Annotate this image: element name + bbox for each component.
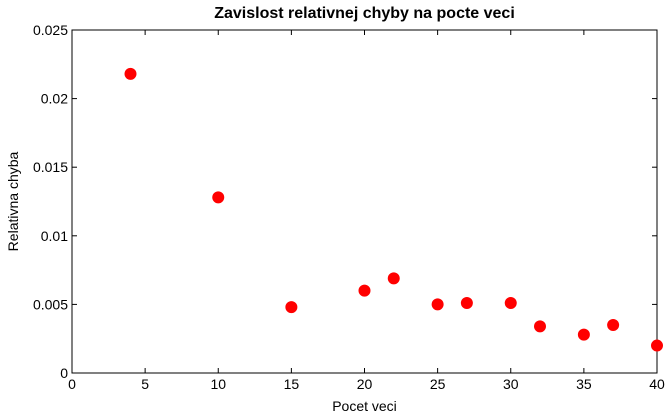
y-tick-label: 0.02 bbox=[41, 91, 68, 107]
x-tick-label: 35 bbox=[576, 376, 592, 392]
data-points bbox=[124, 67, 663, 352]
x-axis-title: Pocet veci bbox=[332, 398, 397, 414]
data-point bbox=[431, 298, 444, 311]
x-tick-label: 10 bbox=[210, 376, 226, 392]
y-axis-title: Relativna chyba bbox=[5, 151, 21, 251]
data-point bbox=[577, 328, 590, 341]
x-tick-label: 5 bbox=[141, 376, 149, 392]
data-point bbox=[124, 67, 137, 80]
data-point bbox=[285, 301, 298, 314]
data-point bbox=[387, 272, 400, 285]
plot-frame bbox=[71, 29, 658, 374]
data-point bbox=[460, 297, 473, 310]
data-point bbox=[651, 339, 663, 352]
y-tick-label: 0.005 bbox=[33, 296, 68, 312]
data-point bbox=[534, 320, 546, 333]
plot-background bbox=[72, 30, 657, 373]
y-tick-label: 0.01 bbox=[41, 228, 68, 244]
x-tick-label: 0 bbox=[68, 376, 76, 392]
chart-title: Zavislost relativnej chyby na pocte veci bbox=[214, 5, 515, 22]
x-tick-label: 20 bbox=[357, 376, 373, 392]
data-point bbox=[607, 318, 620, 331]
x-tick-label: 40 bbox=[649, 376, 665, 392]
data-point bbox=[212, 191, 225, 204]
ticks: 0 5 10 15 20 25 30 35 40 0 0.005 0.01 0.015 0.02 0.025 bbox=[33, 22, 665, 392]
y-tick-label: 0.025 bbox=[33, 22, 68, 38]
x-tick-label: 15 bbox=[284, 376, 300, 392]
y-tick-label: 0 bbox=[60, 365, 68, 381]
y-tick-label: 0.015 bbox=[33, 159, 68, 175]
data-point bbox=[358, 284, 371, 297]
x-tick-label: 30 bbox=[503, 376, 519, 392]
data-point bbox=[504, 297, 517, 310]
x-tick-label: 25 bbox=[430, 376, 446, 392]
